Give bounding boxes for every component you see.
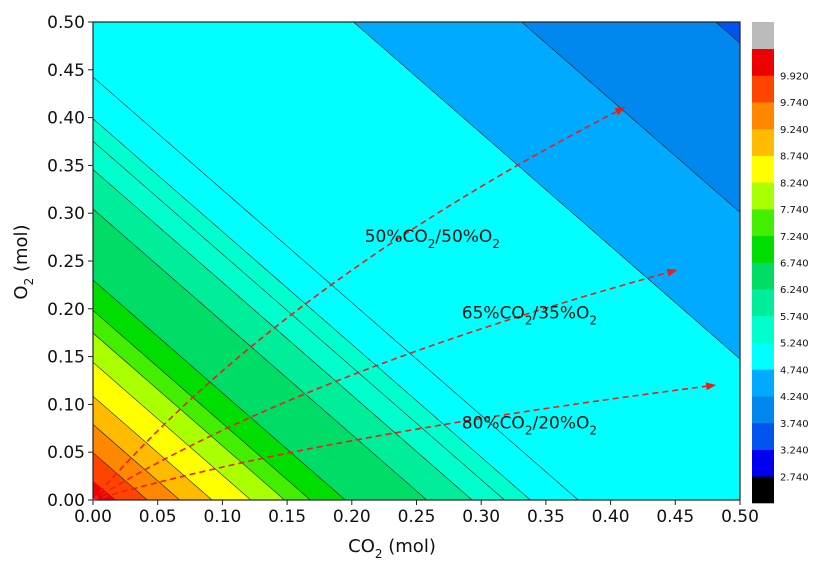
colorbar-label: 4.740 (780, 365, 809, 376)
colorbar-label: 3.740 (780, 419, 809, 430)
x-tick-label: 0.40 (592, 507, 630, 527)
colorbar-label: 2.740 (780, 472, 809, 483)
colorbar-label: 9.920 (780, 71, 809, 82)
y-tick-label: 0.35 (47, 156, 85, 176)
colorbar-label: 3.240 (780, 446, 809, 457)
direction-arrow (92, 382, 717, 501)
colorbar-label: 9.740 (780, 98, 809, 109)
colorbar-swatch (752, 289, 774, 317)
y-tick-label: 0.00 (47, 491, 85, 511)
contour-corner (93, 480, 117, 500)
arrows-layer (92, 107, 717, 501)
colorbar-label: 5.740 (780, 312, 809, 323)
x-tick-label: 0.10 (203, 507, 241, 527)
x-tick-label: 0.30 (462, 507, 500, 527)
x-axis-title: CO2 (mol) (348, 536, 436, 561)
colorbar-swatch (752, 235, 774, 263)
y-tick-label: 0.40 (47, 109, 85, 129)
y-tick-label: 0.15 (47, 348, 85, 368)
y-tick-label: 0.30 (47, 204, 85, 224)
x-tick-label: 0.20 (333, 507, 371, 527)
arrow-label-80-20: 80%CO2/20%O2 (462, 413, 597, 437)
colorbar-swatch (752, 262, 774, 290)
colorbar-label: 6.240 (780, 285, 809, 296)
x-tick-label: 0.00 (74, 507, 112, 527)
colorbar-swatch (752, 369, 774, 397)
arrow-label-50-50: 50%CO2/50%O2 (365, 227, 500, 251)
colorbar-label: 6.740 (780, 259, 809, 270)
colorbar-label: 7.240 (780, 232, 809, 243)
y-tick-label: 0.10 (47, 395, 85, 415)
x-tick-label: 0.45 (656, 507, 694, 527)
x-tick-label: 0.50 (721, 507, 759, 527)
colorbar-label: 8.240 (780, 178, 809, 189)
colorbar-label: 7.740 (780, 205, 809, 216)
y-tick-label: 0.05 (47, 443, 85, 463)
y-axis: 0.00 0.05 0.10 0.15 0.20 0.25 0.30 0.35 0.40 0.45… (47, 13, 93, 511)
colorbar-swatch (752, 449, 774, 477)
colorbar-swatch (752, 128, 774, 156)
y-axis-title: O2 (mol) (11, 224, 36, 299)
colorbar-swatch (752, 396, 774, 424)
colorbar-swatch (752, 48, 774, 76)
x-tick-label: 0.25 (398, 507, 436, 527)
x-tick-label: 0.05 (139, 507, 177, 527)
plot-area (93, 22, 740, 500)
colorbar-swatch (752, 209, 774, 237)
arrow-label-65-35: 65%CO2/35%O2 (462, 303, 597, 327)
y-tick-label: 0.25 (47, 252, 85, 272)
colorbar-label: 8.740 (780, 152, 809, 163)
colorbar-swatch (752, 155, 774, 183)
colorbar-swatch (752, 22, 774, 50)
colorbar-swatch (752, 422, 774, 450)
y-tick-label: 0.50 (47, 13, 85, 33)
colorbar-swatch (752, 182, 774, 210)
x-tick-label: 0.15 (268, 507, 306, 527)
direction-arrow (92, 268, 678, 501)
colorbar-swatch (752, 476, 774, 504)
colorbar: 2.740 3.240 3.740 4.240 4.740 5.240 5.740 6.240… (752, 22, 809, 504)
x-axis: 0.00 0.05 0.10 0.15 0.20 0.25 0.30 0.35 0.40 0.45… (74, 500, 759, 527)
colorbar-swatch (752, 315, 774, 343)
y-tick-label: 0.20 (47, 300, 85, 320)
colorbar-swatch (752, 342, 774, 370)
colorbar-swatch (752, 102, 774, 130)
direction-arrow (92, 107, 626, 501)
colorbar-swatch (752, 75, 774, 103)
y-tick-label: 0.45 (47, 61, 85, 81)
colorbar-label: 5.240 (780, 339, 809, 350)
colorbar-label: 4.240 (780, 392, 809, 403)
x-tick-label: 0.35 (527, 507, 565, 527)
colorbar-label: 9.240 (780, 125, 809, 136)
